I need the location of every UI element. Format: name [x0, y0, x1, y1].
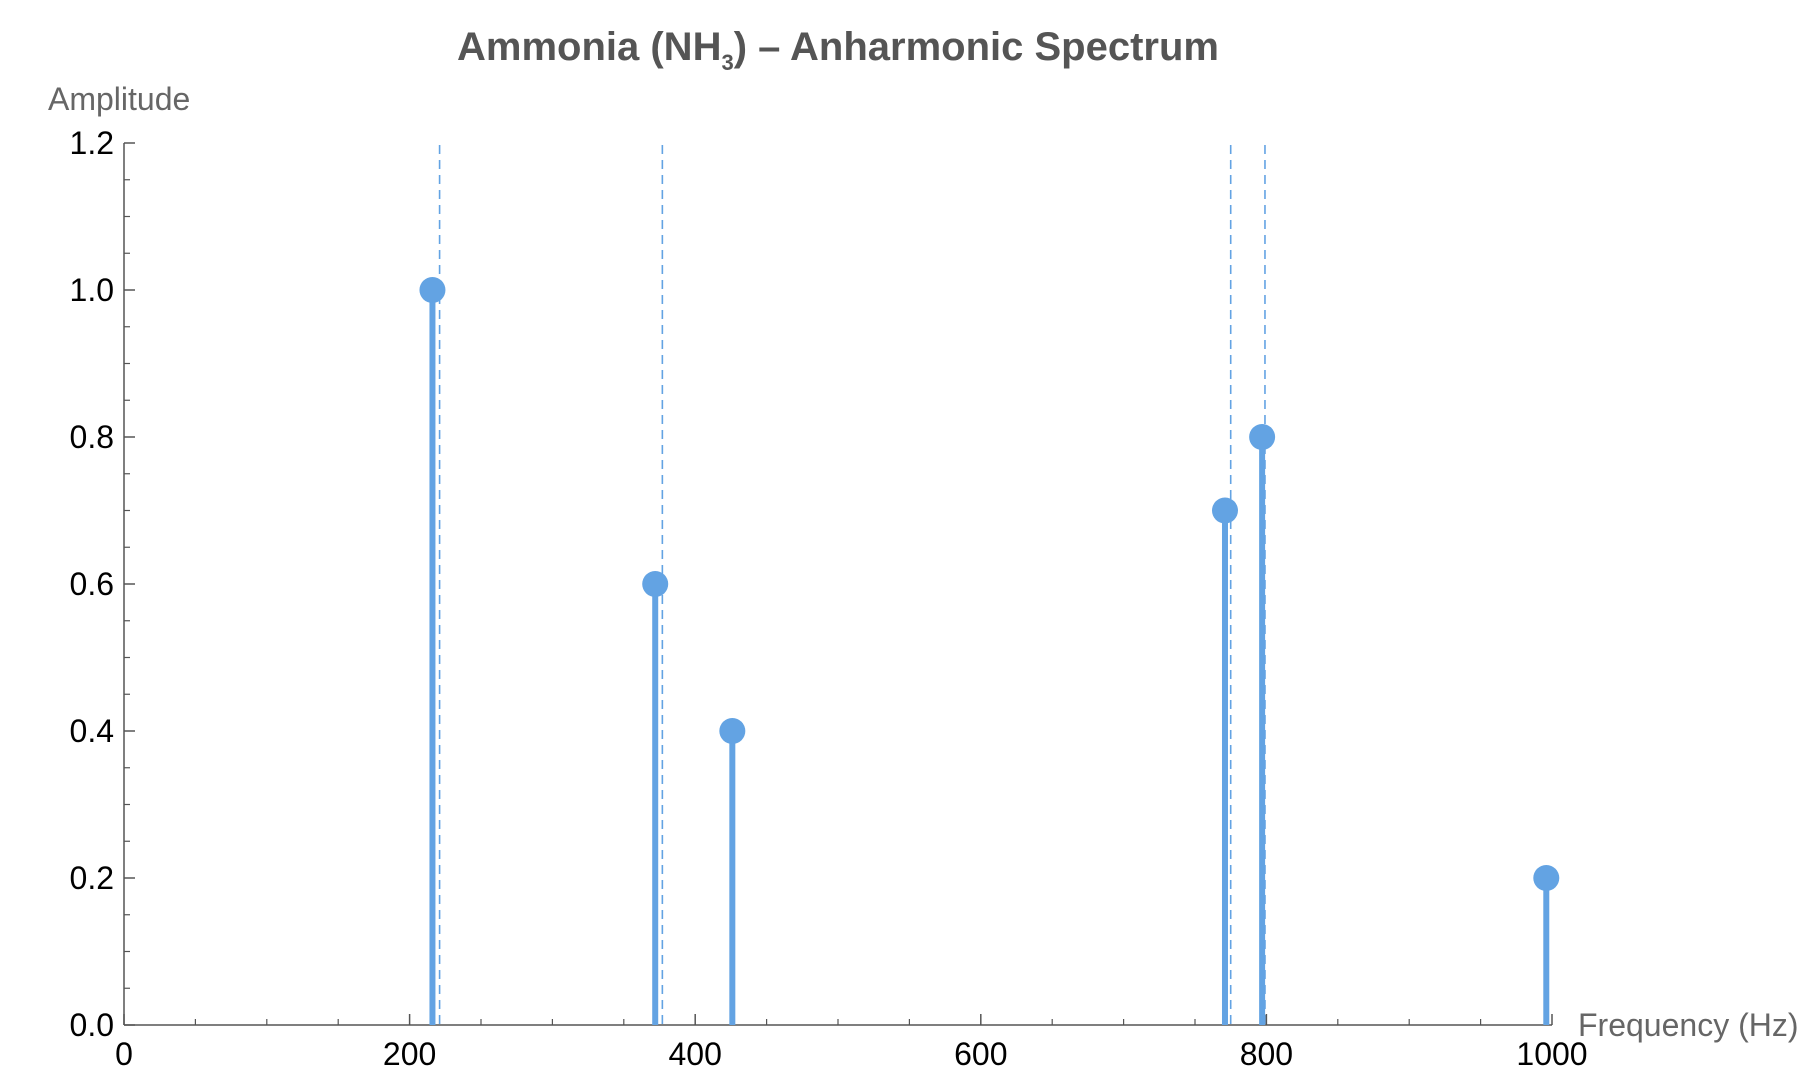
- x-tick-label: 800: [1240, 1036, 1293, 1072]
- y-tick-label: 0.6: [70, 566, 114, 602]
- stem-marker-0: [419, 277, 446, 303]
- stem-marker-3: [1211, 497, 1238, 524]
- stem-marker-5: [1533, 865, 1560, 891]
- x-tick-label: 200: [383, 1036, 436, 1072]
- stem-marker-1: [642, 571, 669, 597]
- x-tick-label: 1000: [1516, 1036, 1587, 1072]
- y-tick-label: 0.4: [70, 713, 114, 749]
- stem-marker-4: [1249, 424, 1276, 450]
- chart-title: Ammonia (NH3) – Anharmonic Spectrum: [457, 25, 1219, 75]
- y-tick-label: 1.0: [70, 272, 114, 308]
- chart-title-subscript: 3: [721, 50, 733, 75]
- y-tick-label: 0.2: [70, 860, 114, 896]
- y-tick-label: 0.8: [70, 419, 114, 455]
- x-tick-label: 0: [115, 1036, 133, 1072]
- x-tick-label: 400: [669, 1036, 722, 1072]
- x-tick-label: 600: [954, 1036, 1007, 1072]
- plot-area: 0 200 400 600 800 1000 0.0 0.2 0.4 0.6 0.8 1.0 1.2: [70, 125, 1588, 1072]
- chart-title-main: Ammonia (NH: [457, 25, 721, 69]
- y-tick-label: 0.0: [70, 1007, 114, 1043]
- stem-marker-2: [719, 718, 746, 744]
- chart-title-rest: ) – Anharmonic Spectrum: [734, 25, 1219, 69]
- x-axis-label: Frequency (Hz): [1578, 1007, 1799, 1043]
- y-tick-label: 1.2: [70, 125, 114, 161]
- y-axis-label: Amplitude: [48, 81, 190, 117]
